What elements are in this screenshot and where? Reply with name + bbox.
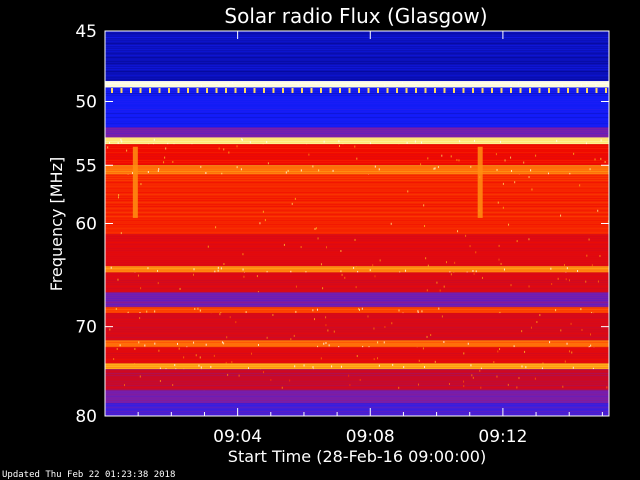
band-texture	[105, 390, 609, 403]
band-texture	[105, 313, 609, 341]
y-tick-label: 50	[75, 93, 97, 113]
heatmap-plot	[105, 31, 609, 416]
x-tick-label: 09:08	[346, 427, 395, 447]
y-tick-label: 80	[75, 407, 97, 427]
y-axis: 45 50 55 60 70 80	[75, 22, 609, 427]
x-axis-label: Start Time (28-Feb-16 09:00:00)	[228, 447, 486, 466]
band-texture	[105, 347, 609, 366]
frequency-band	[105, 266, 609, 273]
y-tick-label: 55	[75, 156, 97, 176]
y-tick-label: 45	[75, 22, 97, 42]
x-axis: 09:04 09:08 09:12	[137, 31, 603, 447]
y-tick-label: 60	[75, 215, 97, 235]
burst-stripe	[477, 146, 483, 218]
x-tick-label: 09:04	[213, 427, 262, 447]
interference-ticks	[111, 87, 607, 93]
band-texture	[105, 144, 609, 166]
frequency-band	[105, 307, 609, 314]
chart-title: Solar radio Flux (Glasgow)	[224, 4, 487, 28]
frequency-band	[105, 165, 609, 175]
frequency-band	[105, 363, 609, 370]
y-axis-label: Frequency [MHz]	[47, 157, 66, 291]
band-texture	[105, 174, 609, 235]
band-texture	[105, 234, 609, 269]
updated-timestamp: Updated Thu Feb 22 01:23:38 2018	[2, 470, 176, 480]
band-texture	[105, 369, 609, 393]
band-texture	[105, 165, 609, 177]
y-tick-label: 70	[75, 318, 97, 338]
frequency-band	[105, 127, 609, 138]
frequency-band	[105, 81, 609, 88]
band-texture	[105, 87, 609, 128]
burst-stripe	[132, 146, 138, 218]
x-tick-label: 09:12	[478, 427, 527, 447]
band-texture	[105, 292, 609, 307]
